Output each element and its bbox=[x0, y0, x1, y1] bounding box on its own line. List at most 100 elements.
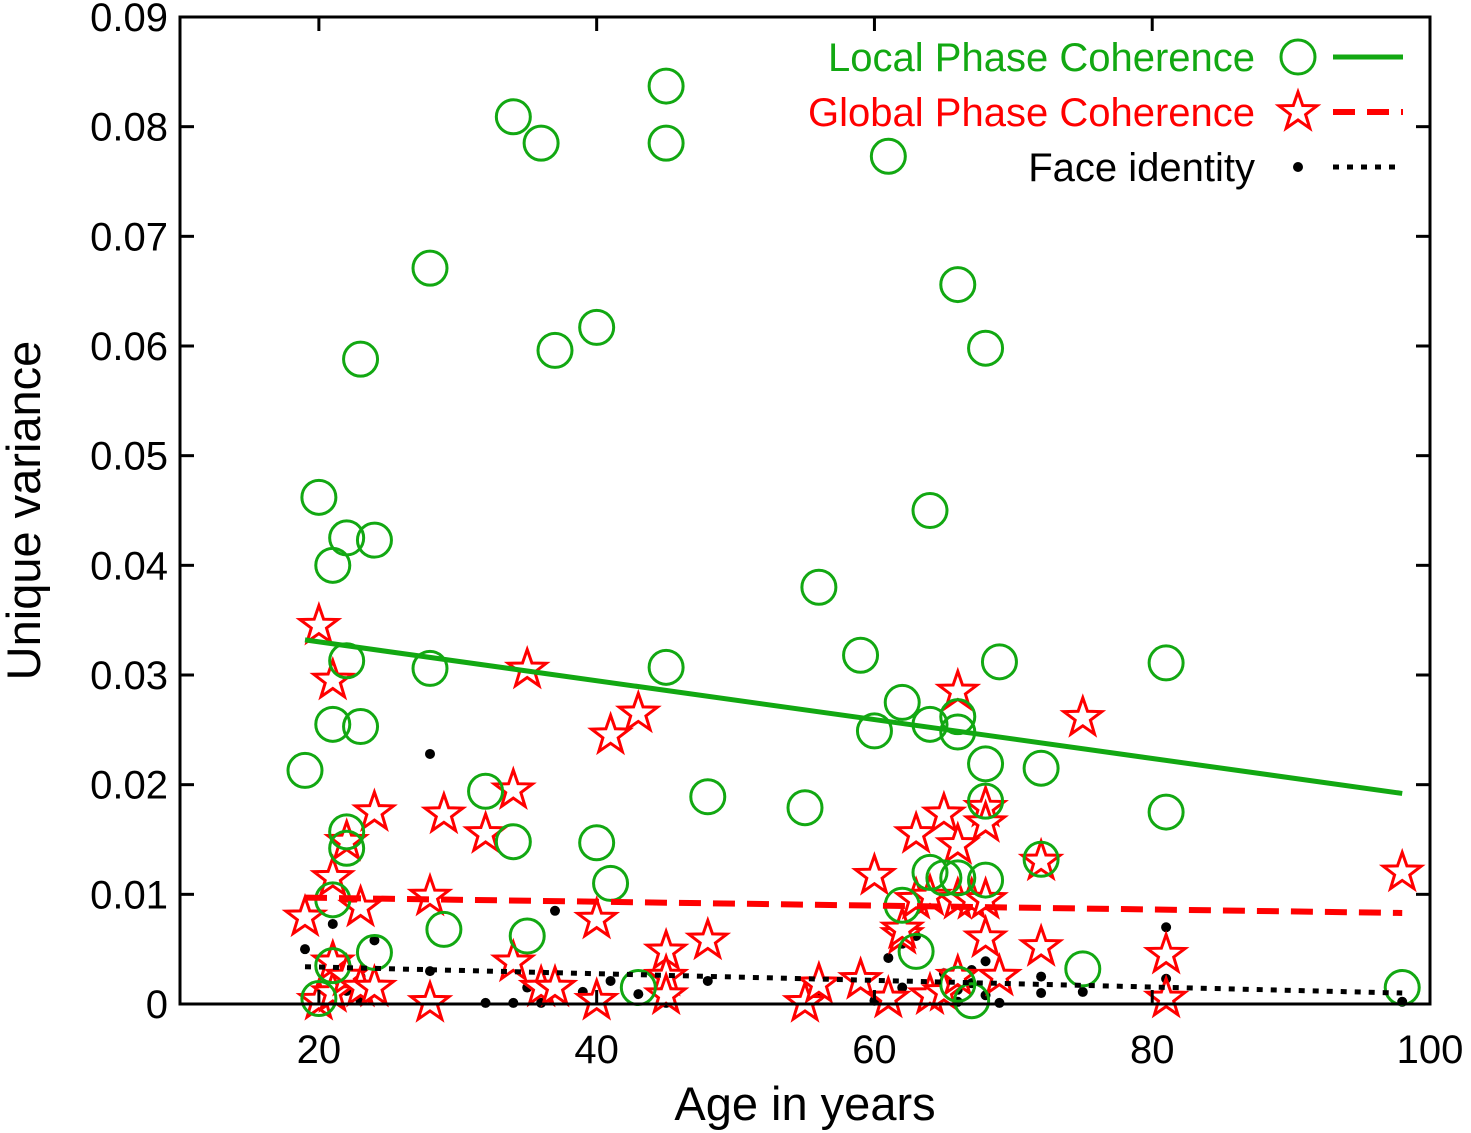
local-phase-coherence-point-7 bbox=[328, 519, 366, 557]
local-phase-coherence-point-26 bbox=[592, 864, 630, 902]
face-identity-point-11 bbox=[425, 748, 435, 759]
global-phase-coherence-point-58 bbox=[1378, 847, 1426, 893]
local-phase-coherence-trend-line bbox=[304, 637, 1403, 796]
local-phase-coherence-point-31 bbox=[689, 778, 727, 816]
global-phase-coherence-point-56 bbox=[1142, 930, 1190, 975]
face-identity-point-48 bbox=[1077, 986, 1088, 997]
local-phase-coherence-point-28 bbox=[647, 67, 685, 105]
local-phase-coherence-point-44 bbox=[939, 266, 977, 304]
local-phase-coherence-point-34 bbox=[842, 636, 880, 674]
x-tick-label: 20 bbox=[297, 1028, 342, 1072]
legend-label: Local Phase Coherence bbox=[828, 36, 1255, 80]
face-identity-point-3 bbox=[327, 918, 338, 929]
local-phase-coherence-point-57 bbox=[1064, 950, 1102, 988]
x-axis-title: Age in years bbox=[674, 1077, 935, 1130]
local-phase-coherence-point-58 bbox=[1147, 644, 1185, 682]
global-phase-coherence-point-46 bbox=[934, 952, 982, 997]
face-identity-point-22 bbox=[633, 989, 644, 1000]
global-phase-coherence-point-49 bbox=[962, 798, 1009, 843]
y-tick-label: 0.03 bbox=[90, 654, 168, 698]
local-phase-coherence-point-39 bbox=[897, 932, 935, 970]
x-tick-label: 40 bbox=[574, 1028, 619, 1072]
local-phase-coherence-point-30 bbox=[647, 648, 685, 686]
global-phase-coherence-point-17 bbox=[489, 765, 537, 811]
global-phase-coherence-point-14 bbox=[406, 978, 454, 1023]
local-phase-coherence-point-56 bbox=[1022, 840, 1060, 878]
local-phase-coherence-point-50 bbox=[967, 329, 1005, 367]
global-phase-coherence-point-13 bbox=[406, 871, 454, 917]
face-identity-point-43 bbox=[980, 956, 991, 967]
legend-marker bbox=[1274, 87, 1322, 132]
face-identity-trend-line bbox=[304, 964, 1403, 996]
local-phase-coherence-point-37 bbox=[883, 683, 921, 721]
global-phase-coherence-point-36 bbox=[878, 904, 926, 950]
global-phase-coherence-point-31 bbox=[795, 959, 843, 1005]
y-tick-label: 0.06 bbox=[90, 325, 168, 369]
face-identity-point-0 bbox=[300, 944, 310, 955]
local-phase-coherence-point-59 bbox=[1147, 793, 1185, 831]
global-phase-coherence-point-55 bbox=[1059, 693, 1107, 738]
x-tick-label: 100 bbox=[1397, 1028, 1464, 1072]
global-phase-coherence-point-16 bbox=[462, 809, 509, 854]
y-tick-label: 0.07 bbox=[90, 215, 168, 259]
local-phase-coherence-point-52 bbox=[967, 782, 1005, 820]
global-phase-coherence-point-29 bbox=[684, 915, 732, 961]
local-phase-coherence-point-15 bbox=[411, 249, 449, 287]
legend-entry-local-phase-coherence: Local Phase Coherence bbox=[828, 36, 1403, 80]
face-identity-point-10 bbox=[369, 935, 380, 946]
local-phase-coherence-point-4 bbox=[314, 705, 352, 743]
x-tick-label: 80 bbox=[1130, 1028, 1175, 1072]
global-phase-coherence-point-41 bbox=[920, 789, 968, 835]
global-phase-coherence-point-52 bbox=[976, 952, 1023, 997]
y-axis-title: Unique variance bbox=[0, 341, 50, 681]
local-phase-coherence-point-2 bbox=[300, 980, 338, 1018]
legend: Local Phase Coherence Global Phase Cohere… bbox=[808, 36, 1403, 190]
axis-ticks bbox=[180, 15, 1432, 1006]
local-phase-coherence-point-23 bbox=[536, 331, 574, 369]
y-tick-label: 0.04 bbox=[90, 544, 168, 588]
data-layer bbox=[281, 67, 1426, 1023]
global-phase-coherence-point-3 bbox=[309, 655, 357, 701]
face-identity-point-21 bbox=[605, 975, 616, 986]
y-tick-label: 0.01 bbox=[90, 873, 168, 917]
face-identity-point-46 bbox=[1036, 971, 1047, 982]
local-phase-coherence-point-16 bbox=[411, 649, 449, 687]
local-phase-coherence-point-25 bbox=[578, 824, 616, 862]
face-identity-point-25 bbox=[702, 975, 713, 986]
local-phase-coherence-point-55 bbox=[1022, 749, 1060, 787]
global-phase-coherence-point-24 bbox=[587, 710, 634, 756]
global-phase-coherence-point-44 bbox=[934, 820, 982, 865]
series-local-phase-coherence bbox=[286, 67, 1421, 1020]
series-global-phase-coherence bbox=[281, 601, 1426, 1023]
y-tick-label: 0.09 bbox=[90, 0, 168, 40]
y-tick-label: 0 bbox=[146, 983, 168, 1027]
face-identity-point-47 bbox=[1036, 988, 1047, 999]
global-phase-coherence-trend-line bbox=[304, 894, 1403, 916]
global-phase-coherence-point-4 bbox=[309, 853, 357, 898]
local-phase-coherence-point-13 bbox=[355, 521, 393, 559]
y-tick-label: 0.05 bbox=[90, 435, 168, 479]
global-phase-coherence-point-19 bbox=[503, 644, 551, 690]
x-tick-label: 60 bbox=[852, 1028, 897, 1072]
global-phase-coherence-point-0 bbox=[281, 892, 329, 938]
legend-marker bbox=[1279, 38, 1317, 76]
legend-label: Global Phase Coherence bbox=[808, 91, 1255, 135]
legend-entry-face-identity: Face identity bbox=[1028, 146, 1403, 190]
global-phase-coherence-point-33 bbox=[851, 851, 898, 896]
global-phase-coherence-point-25 bbox=[614, 688, 662, 734]
local-phase-coherence-point-22 bbox=[522, 124, 560, 162]
local-phase-coherence-point-49 bbox=[953, 982, 991, 1020]
global-phase-coherence-point-21 bbox=[531, 962, 579, 1008]
local-phase-coherence-point-11 bbox=[342, 340, 380, 378]
local-phase-coherence-point-14 bbox=[355, 933, 393, 971]
global-phase-coherence-point-37 bbox=[892, 809, 940, 854]
global-phase-coherence-point-54 bbox=[1017, 922, 1065, 967]
local-phase-coherence-point-35 bbox=[855, 712, 893, 750]
local-phase-coherence-point-32 bbox=[786, 789, 824, 827]
local-phase-coherence-point-0 bbox=[286, 751, 324, 789]
face-identity-point-49 bbox=[1161, 922, 1172, 933]
local-phase-coherence-point-20 bbox=[494, 823, 532, 861]
local-phase-coherence-point-21 bbox=[508, 917, 546, 955]
face-identity-point-18 bbox=[550, 905, 560, 916]
legend-entry-global-phase-coherence: Global Phase Coherence bbox=[808, 87, 1403, 135]
